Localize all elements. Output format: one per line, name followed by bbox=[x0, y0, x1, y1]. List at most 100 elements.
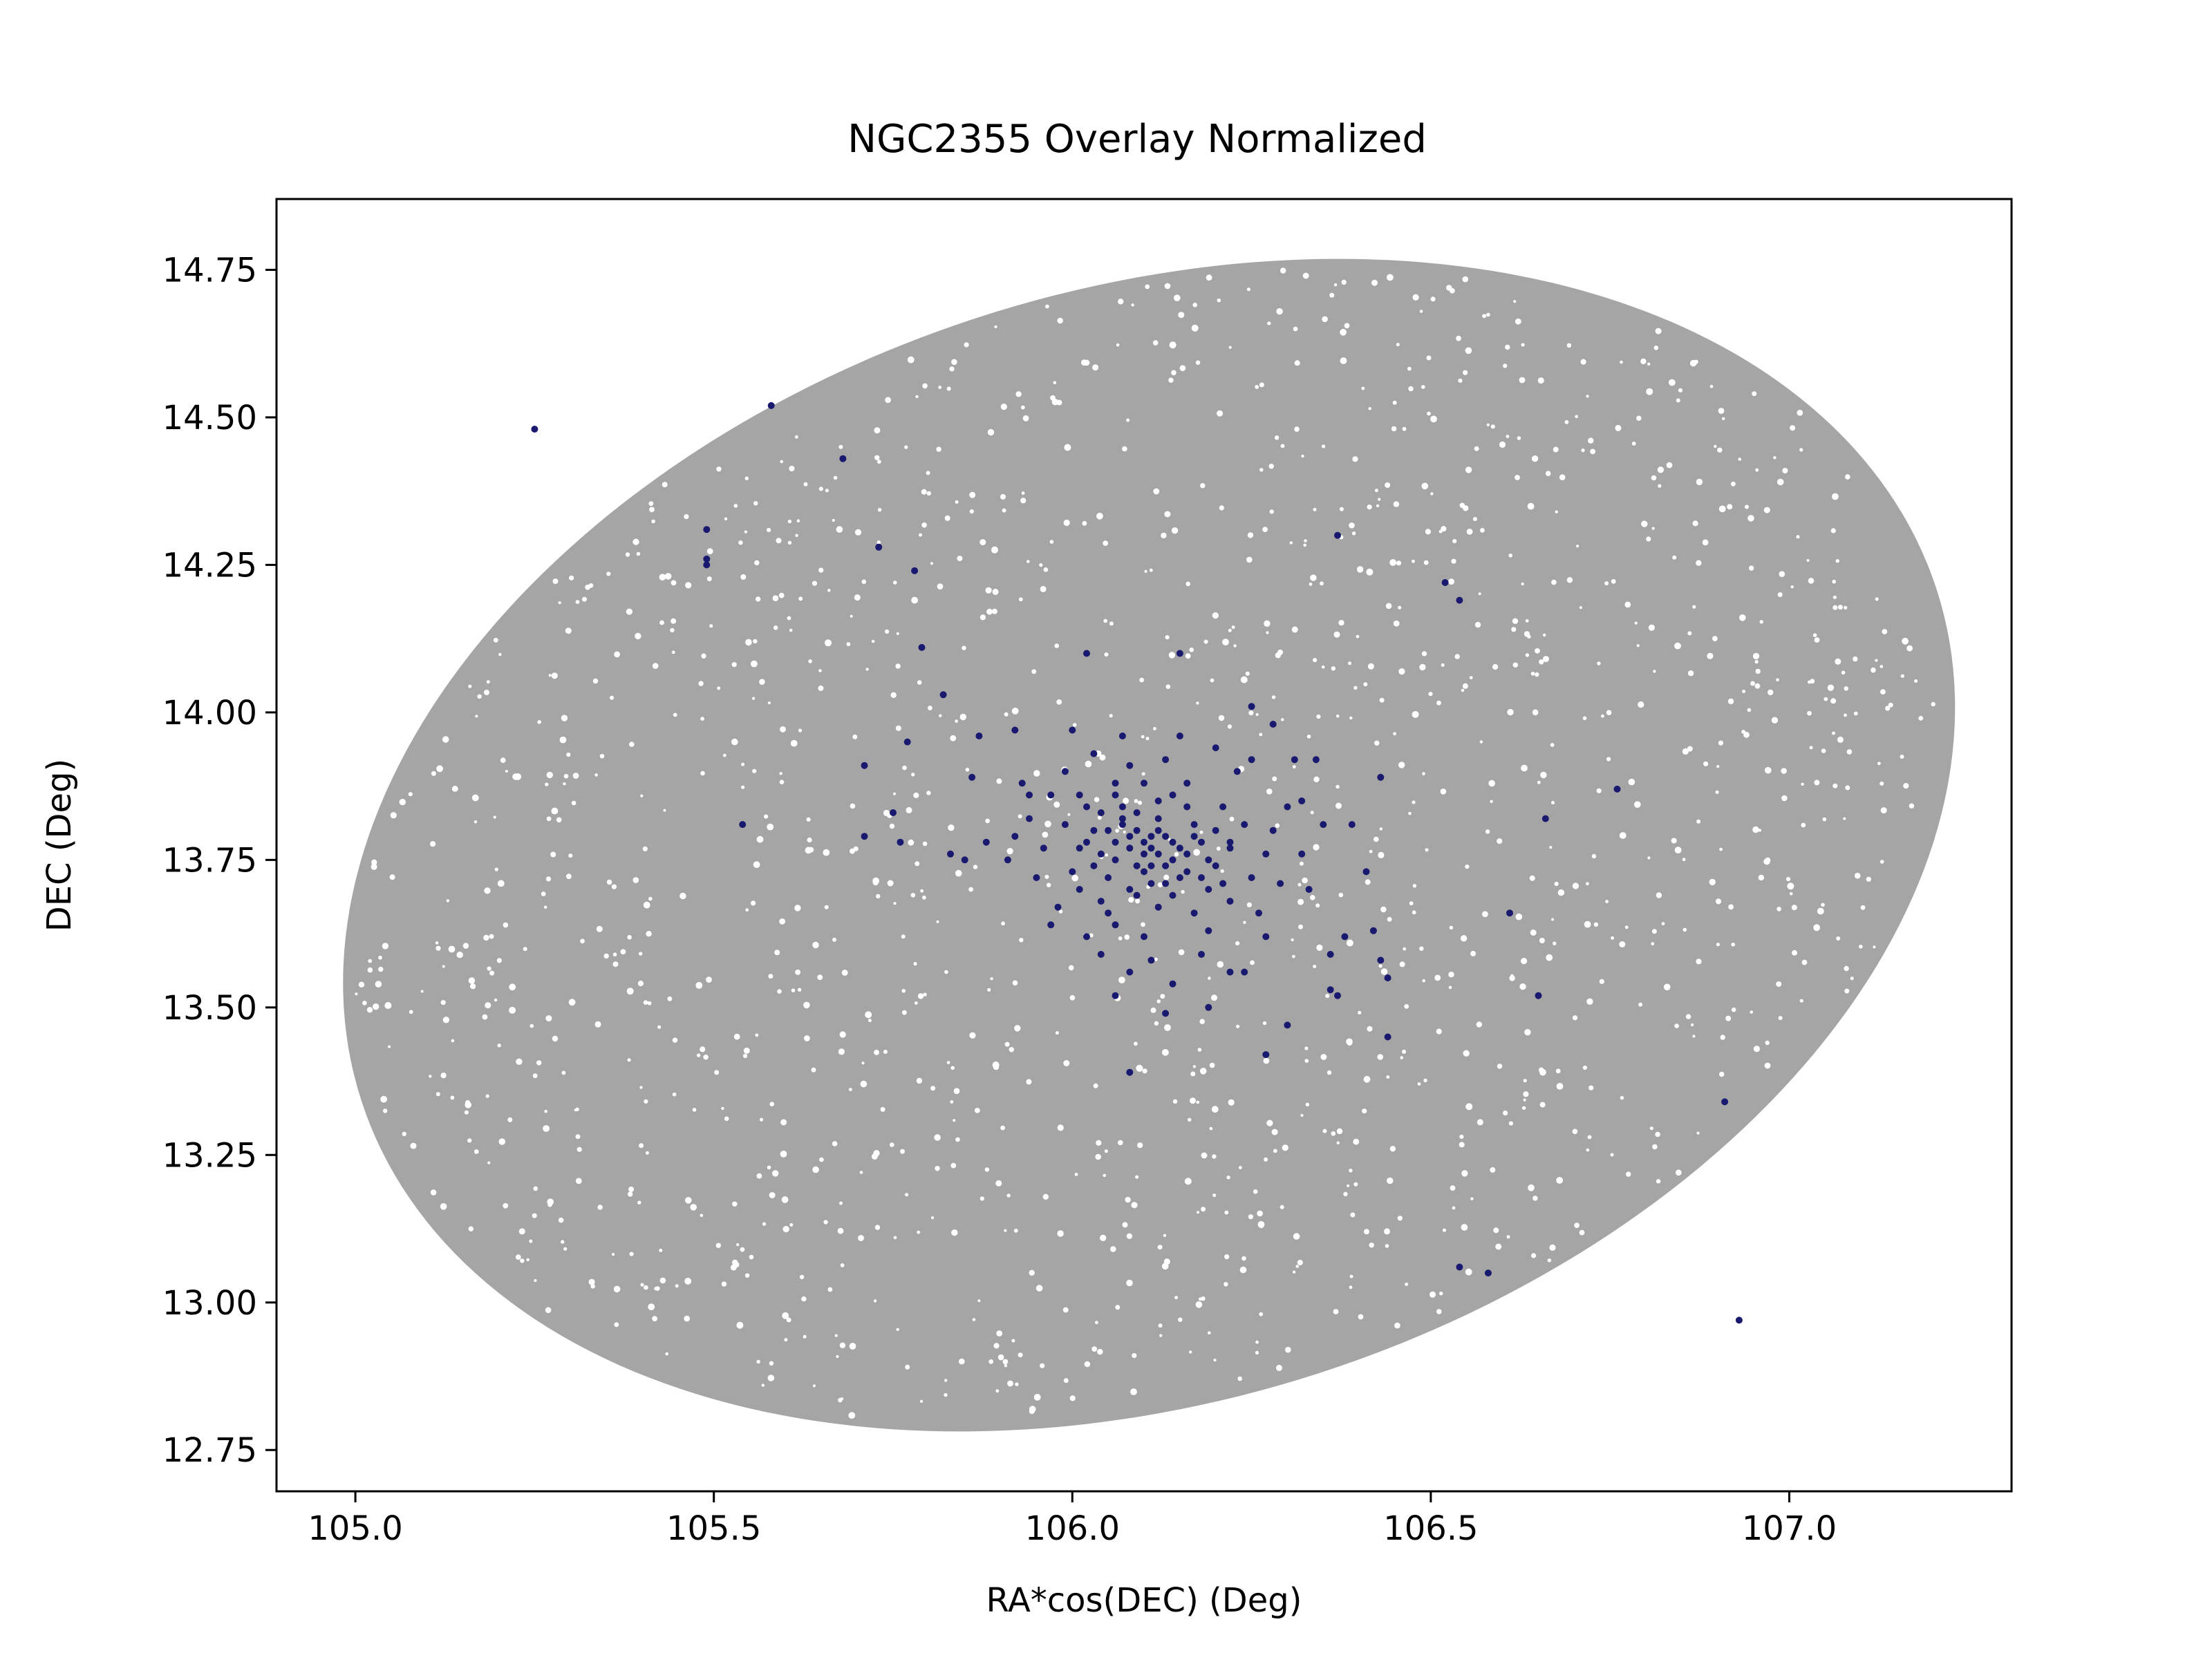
field-gap bbox=[1118, 299, 1124, 305]
field-gap bbox=[832, 1141, 838, 1146]
field-gap bbox=[1575, 415, 1578, 419]
field-gap bbox=[1145, 284, 1150, 290]
cluster-point bbox=[1241, 821, 1248, 829]
field-gap bbox=[1619, 832, 1627, 839]
field-gap bbox=[756, 1173, 762, 1179]
field-gap bbox=[388, 1045, 391, 1048]
field-gap bbox=[503, 1202, 509, 1209]
field-gap bbox=[937, 583, 944, 589]
field-gap bbox=[1346, 1038, 1353, 1046]
field-gap bbox=[1523, 1079, 1527, 1083]
cluster-point bbox=[1384, 974, 1391, 982]
field-gap bbox=[781, 1196, 789, 1203]
cluster-point bbox=[1176, 844, 1183, 852]
cluster-point bbox=[703, 561, 711, 569]
field-gap bbox=[1020, 498, 1027, 504]
field-gap bbox=[568, 999, 576, 1006]
field-gap bbox=[1260, 1225, 1263, 1229]
field-gap bbox=[505, 770, 508, 773]
field-gap bbox=[1671, 838, 1677, 844]
field-gap bbox=[1875, 659, 1878, 662]
cluster-point bbox=[1061, 821, 1069, 829]
field-gap bbox=[1685, 1014, 1691, 1019]
field-gap bbox=[1248, 1214, 1253, 1220]
cluster-point bbox=[1334, 992, 1341, 999]
y-tick-label: 13.75 bbox=[162, 841, 257, 880]
field-gap bbox=[1402, 426, 1407, 431]
field-gap bbox=[1604, 581, 1609, 586]
field-gap bbox=[1488, 780, 1495, 787]
cluster-point bbox=[1118, 733, 1126, 739]
field-gap bbox=[685, 1197, 692, 1204]
field-gap bbox=[880, 1106, 885, 1112]
field-gap bbox=[1841, 670, 1846, 675]
cluster-point bbox=[968, 773, 976, 781]
field-gap bbox=[509, 1006, 516, 1014]
field-gap bbox=[1174, 1296, 1178, 1300]
field-gap bbox=[534, 1278, 537, 1283]
field-gap bbox=[1854, 872, 1861, 879]
field-gap bbox=[721, 1106, 724, 1111]
field-gap bbox=[1333, 283, 1338, 287]
field-gap bbox=[916, 1077, 923, 1084]
field-gap bbox=[1425, 848, 1429, 852]
cluster-point bbox=[1033, 874, 1040, 881]
field-gap bbox=[974, 1108, 980, 1113]
cluster-point bbox=[1011, 726, 1019, 734]
y-tick-label: 13.50 bbox=[162, 989, 257, 1028]
field-gap bbox=[951, 1229, 958, 1236]
field-gap bbox=[803, 1001, 810, 1009]
field-gap bbox=[1419, 310, 1423, 313]
field-gap bbox=[1400, 1056, 1403, 1059]
field-gap bbox=[1179, 365, 1186, 371]
field-gap bbox=[1651, 942, 1655, 946]
field-gap bbox=[1000, 1125, 1005, 1131]
field-gap bbox=[858, 1235, 864, 1241]
field-gap bbox=[1181, 889, 1185, 894]
field-gap bbox=[1241, 1256, 1246, 1261]
field-gap bbox=[1412, 800, 1416, 804]
field-gap bbox=[1349, 522, 1355, 529]
field-gap bbox=[905, 1193, 909, 1197]
field-gap bbox=[915, 395, 919, 399]
field-gap bbox=[1163, 1234, 1167, 1238]
field-gap bbox=[1478, 592, 1481, 596]
field-gap bbox=[1490, 424, 1495, 429]
field-gap bbox=[1358, 1010, 1362, 1014]
field-gap bbox=[1109, 621, 1114, 626]
field-gap bbox=[756, 835, 764, 843]
field-gap bbox=[1228, 346, 1232, 349]
field-gap bbox=[536, 1060, 542, 1066]
field-gap bbox=[778, 592, 785, 598]
field-gap bbox=[740, 1247, 745, 1252]
field-gap bbox=[1367, 504, 1372, 510]
field-gap bbox=[801, 1296, 807, 1302]
field-gap bbox=[659, 620, 664, 625]
field-gap bbox=[1126, 418, 1130, 422]
field-gap bbox=[1880, 665, 1884, 668]
field-gap bbox=[1333, 631, 1340, 638]
field-gap bbox=[664, 573, 672, 580]
field-gap bbox=[1651, 929, 1657, 934]
field-gap bbox=[1103, 618, 1107, 623]
field-gap bbox=[483, 934, 489, 941]
field-gap bbox=[1441, 663, 1445, 667]
field-gap bbox=[1297, 882, 1302, 887]
field-gap bbox=[1551, 918, 1554, 921]
field-gap bbox=[1587, 1135, 1592, 1140]
field-gap bbox=[1843, 817, 1846, 820]
field-gap bbox=[784, 1338, 788, 1342]
field-gap bbox=[776, 538, 782, 544]
field-gap bbox=[751, 900, 756, 906]
field-gap bbox=[1340, 328, 1347, 336]
field-gap bbox=[451, 1039, 455, 1043]
field-gap bbox=[1835, 559, 1839, 563]
cluster-point bbox=[1141, 850, 1147, 858]
cluster-point bbox=[1377, 773, 1385, 781]
cluster-point bbox=[1277, 880, 1284, 887]
field-gap bbox=[1040, 585, 1047, 592]
cluster-point bbox=[1212, 827, 1219, 834]
cluster-point bbox=[1169, 791, 1177, 799]
field-gap bbox=[1074, 1173, 1078, 1176]
field-gap bbox=[1682, 858, 1686, 862]
